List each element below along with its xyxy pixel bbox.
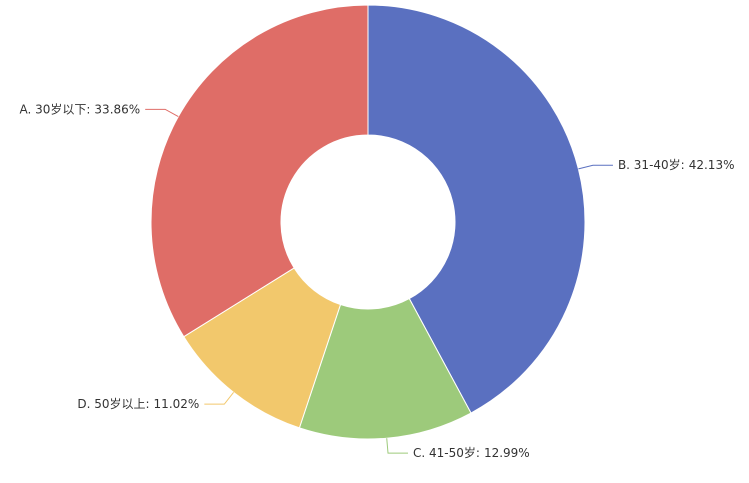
label-value: 33.86%: [94, 102, 140, 116]
label-category: C. 41-50岁:: [413, 445, 480, 460]
slice: [183, 267, 342, 429]
leader-line: [145, 108, 179, 118]
label-value: 12.99%: [484, 446, 530, 460]
label-category: B. 31-40岁:: [618, 157, 685, 172]
slice: [367, 4, 586, 414]
label-category: D. 50岁以上:: [77, 396, 149, 411]
leader-line: [204, 392, 234, 405]
label-value: 11.02%: [154, 397, 200, 411]
slice: [298, 297, 472, 440]
slice-label: C. 41-50岁: 12.99%: [413, 445, 530, 460]
slice: [150, 4, 369, 338]
leader-line: [386, 438, 409, 454]
leader-line: [578, 164, 613, 170]
slice-label: B. 31-40岁: 42.13%: [618, 157, 735, 172]
slice-label: A. 30岁以下: 33.86%: [19, 101, 140, 116]
slice-label: D. 50岁以上: 11.02%: [77, 396, 199, 411]
label-value: 42.13%: [689, 158, 735, 172]
label-category: A. 30岁以下:: [19, 101, 90, 116]
